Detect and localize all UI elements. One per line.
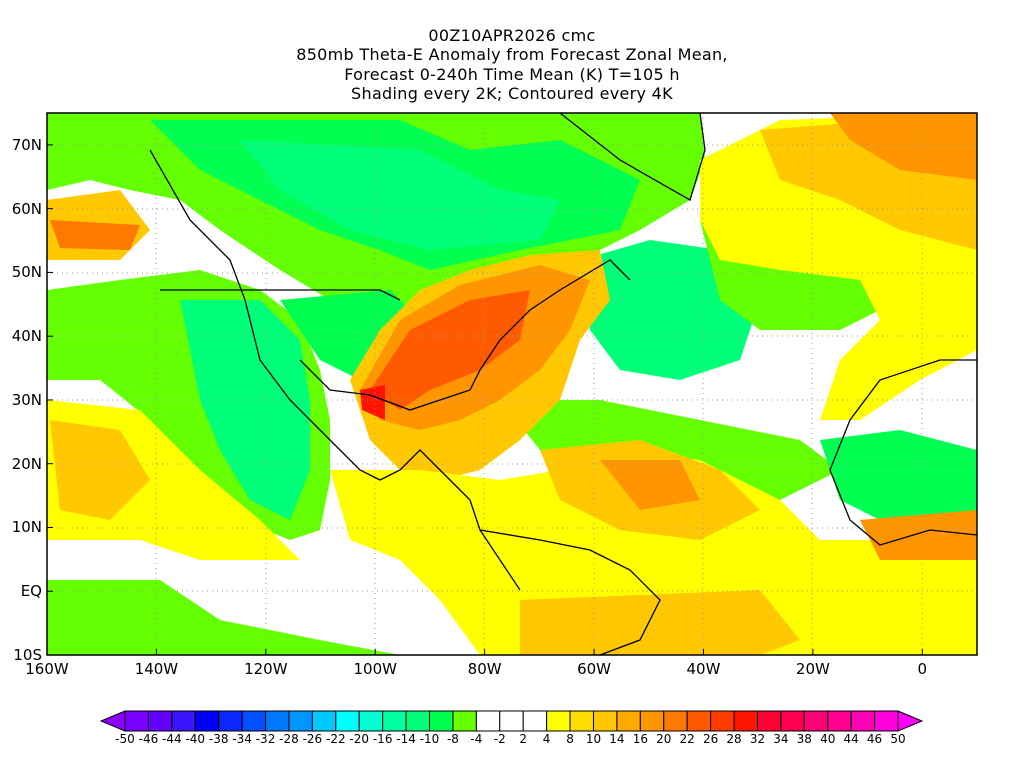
colorbar-box	[592, 710, 618, 732]
colorbar-box	[639, 710, 665, 732]
colorbar-box	[265, 710, 290, 732]
map-frame	[46, 112, 978, 656]
colorbar-label: -40	[185, 732, 206, 746]
colorbar-label: 34	[773, 732, 789, 746]
colorbar-label: 2	[519, 732, 528, 746]
lat-label: 10N	[11, 518, 42, 537]
colorbar-label: 4	[542, 732, 551, 746]
colorbar-label: 50	[890, 732, 906, 746]
colorbar-box	[452, 710, 477, 732]
shading-layer	[47, 113, 977, 655]
colorbar-label: 20	[656, 732, 672, 746]
colorbar-label: 10	[585, 732, 602, 746]
lon-label: 100W	[353, 660, 397, 678]
colorbar-label: -44	[162, 732, 182, 746]
colorbar-box	[710, 710, 735, 732]
colorbar-label: -10	[419, 732, 440, 746]
colorbar-label: 22	[679, 732, 695, 746]
colorbar-box	[569, 710, 594, 732]
lat-label: 10S	[13, 646, 42, 664]
lon-label: 140W	[134, 660, 179, 678]
colorbar-box	[874, 710, 899, 732]
colorbar-box	[522, 710, 548, 732]
colorbar-box	[218, 710, 243, 732]
colorbar-box	[733, 710, 758, 732]
lat-label: 40N	[11, 327, 42, 346]
colorbar-box	[850, 710, 876, 732]
colorbar-label: 14	[609, 732, 625, 746]
colorbar-box	[780, 710, 805, 732]
lat-label: 20N	[11, 454, 42, 473]
colorbar-box	[827, 710, 852, 732]
colorbar-box	[546, 710, 571, 732]
colorbar-label: -38	[208, 732, 229, 746]
colorbar-box	[475, 710, 501, 732]
colorbar-box	[499, 710, 524, 732]
title-run: 00Z10APR2026 cmc	[428, 26, 596, 45]
colorbar-label: -46	[138, 732, 159, 746]
colorbar-box	[335, 710, 360, 732]
title-period: Forecast 0-240h Time Mean (K) T=105 h	[344, 65, 680, 84]
lat-label: EQ	[20, 582, 42, 601]
colorbar-label: -22	[326, 732, 346, 746]
colorbar-label: -2	[493, 732, 506, 746]
colorbar-label: -16	[372, 732, 393, 746]
colorbar-box	[382, 710, 407, 732]
colorbar-box	[288, 710, 313, 732]
colorbar-label: -34	[232, 732, 252, 746]
colorbar-box	[429, 710, 454, 732]
colorbar-label: -4	[470, 732, 483, 746]
colorbar-label: -14	[396, 732, 416, 746]
colorbar-box	[686, 710, 712, 732]
colorbar-label: 38	[796, 732, 812, 746]
colorbar-label: 32	[749, 732, 766, 746]
colorbar-label: -32	[255, 732, 276, 746]
colorbar-box	[663, 710, 688, 732]
colorbar-box	[405, 710, 431, 732]
warm-anomaly-tropics	[330, 450, 977, 655]
colorbar-box	[616, 710, 641, 732]
lat-label: 60N	[11, 199, 42, 218]
lat-label: 50N	[11, 263, 42, 282]
colorbar-box	[756, 710, 782, 732]
title-shading: Shading every 2K; Contoured every 4K	[351, 84, 673, 103]
colorbar-box	[803, 710, 829, 732]
lon-label: 60W	[577, 660, 612, 678]
lat-label: 70N	[11, 135, 42, 154]
lon-label: 0	[917, 660, 928, 678]
colorbar-under-triangle	[99, 710, 126, 732]
colorbar-box	[171, 710, 196, 732]
colorbar-label: 44	[843, 732, 859, 746]
colorbar-label: 26	[702, 732, 719, 746]
colorbar-label: 40	[820, 732, 836, 746]
lon-label: 20W	[795, 660, 830, 678]
colorbar-label: -28	[279, 732, 299, 746]
coastlines	[149, 113, 977, 655]
colorbar-over-triangle	[897, 710, 924, 732]
colorbar-box	[241, 710, 267, 732]
lon-label: 160W	[25, 660, 69, 678]
colorbar-label: 8	[566, 732, 574, 746]
colorbar-box	[311, 710, 337, 732]
colorbar-label: -20	[349, 732, 370, 746]
graticule	[47, 113, 977, 655]
colorbar-label: 28	[726, 732, 742, 746]
colorbar-label: -26	[302, 732, 323, 746]
colorbar-box	[194, 710, 220, 732]
colorbar-label: 16	[632, 732, 648, 746]
colorbar-box	[147, 710, 173, 732]
colorbar-box	[358, 710, 384, 732]
lon-label: 120W	[244, 660, 288, 678]
colorbar-label: 46	[866, 732, 883, 746]
lat-label: 30N	[11, 390, 42, 409]
lon-label: 80W	[467, 660, 502, 678]
colorbar-box	[124, 710, 149, 732]
colorbar-label: -8	[446, 732, 459, 746]
title-field: 850mb Theta-E Anomaly from Forecast Zona…	[296, 45, 728, 64]
colorbar-label: -50	[115, 732, 135, 746]
lon-label: 40W	[686, 660, 721, 678]
